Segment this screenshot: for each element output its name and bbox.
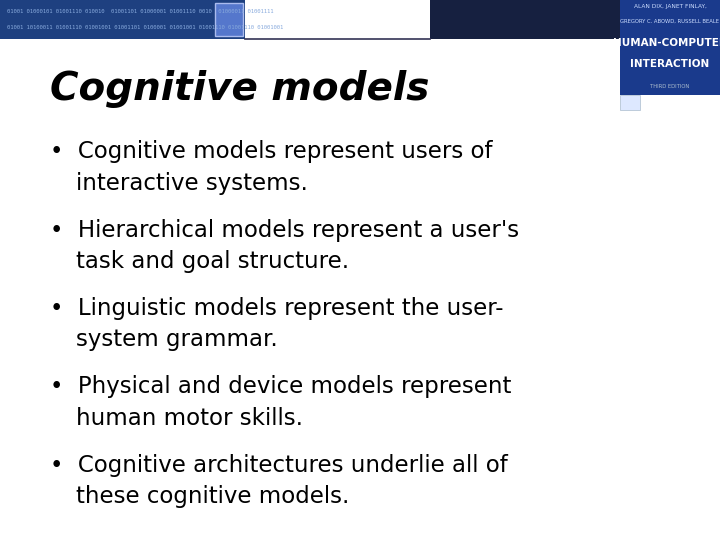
Text: task and goal structure.: task and goal structure. bbox=[76, 250, 348, 273]
Text: •  Cognitive architectures underlie all of: • Cognitive architectures underlie all o… bbox=[50, 454, 508, 477]
Text: ALAN DIX, JANET FINLAY,: ALAN DIX, JANET FINLAY, bbox=[634, 4, 706, 9]
Text: system grammar.: system grammar. bbox=[76, 328, 277, 352]
Text: these cognitive models.: these cognitive models. bbox=[76, 485, 349, 508]
Text: HUMAN-COMPUTER: HUMAN-COMPUTER bbox=[613, 38, 720, 48]
Text: THIRD EDITION: THIRD EDITION bbox=[650, 84, 690, 89]
FancyBboxPatch shape bbox=[620, 95, 640, 110]
Text: Cognitive models: Cognitive models bbox=[50, 70, 430, 108]
Text: interactive systems.: interactive systems. bbox=[76, 172, 307, 195]
Text: 01001 01000101 01001110 010010  01001101 01000001 01001110 0010  01000011 010011: 01001 01000101 01001110 010010 01001101 … bbox=[7, 9, 274, 14]
Text: •  Physical and device models represent: • Physical and device models represent bbox=[50, 375, 512, 399]
Text: •  Hierarchical models represent a user's: • Hierarchical models represent a user's bbox=[50, 219, 520, 242]
Text: •  Linguistic models represent the user-: • Linguistic models represent the user- bbox=[50, 297, 504, 320]
FancyBboxPatch shape bbox=[620, 0, 720, 95]
Text: GREGORY C. ABOWD, RUSSELL BEALE: GREGORY C. ABOWD, RUSSELL BEALE bbox=[621, 19, 719, 24]
Text: •  Cognitive models represent users of: • Cognitive models represent users of bbox=[50, 140, 493, 164]
Text: INTERACTION: INTERACTION bbox=[630, 59, 710, 69]
Text: 01001 10100011 01001110 01001001 01001101 0100001 01001001 01001110 01001110 010: 01001 10100011 01001110 01001001 0100110… bbox=[7, 25, 284, 30]
Text: human motor skills.: human motor skills. bbox=[76, 407, 302, 430]
FancyBboxPatch shape bbox=[430, 0, 620, 39]
FancyBboxPatch shape bbox=[215, 3, 243, 36]
FancyBboxPatch shape bbox=[0, 0, 245, 39]
